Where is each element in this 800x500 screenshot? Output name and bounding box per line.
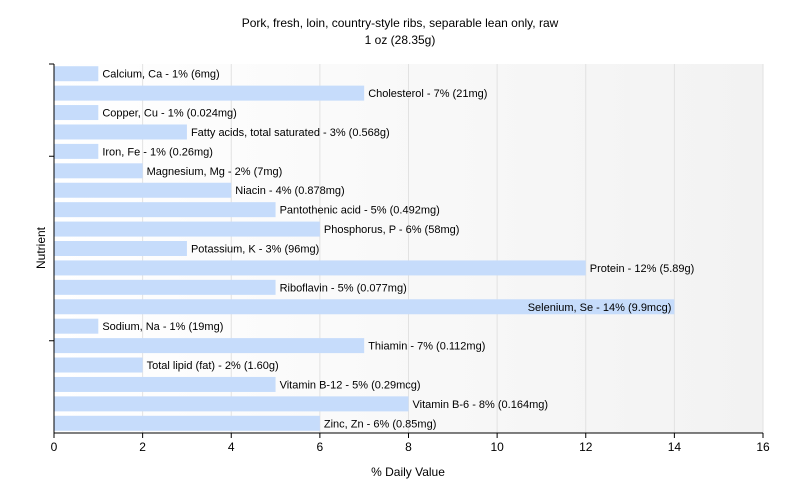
x-tick-label: 16 (756, 440, 770, 454)
x-tick-label: 2 (139, 440, 146, 454)
bar-data-label: Zinc, Zn - 6% (0.85mg) (324, 418, 436, 430)
bar (54, 221, 320, 237)
x-axis-label: % Daily Value (371, 465, 445, 479)
bar-data-label: Magnesium, Mg - 2% (7mg) (147, 166, 283, 178)
bar-data-label: Selenium, Se - 14% (9.9mcg) (528, 302, 672, 314)
bar (54, 85, 365, 101)
bar-data-label: Riboflavin - 5% (0.077mg) (280, 282, 407, 294)
x-tick-label: 14 (668, 440, 682, 454)
bar-data-label: Niacin - 4% (0.878mg) (235, 185, 344, 197)
bar (54, 105, 99, 121)
bar (54, 376, 276, 392)
bar (54, 241, 187, 256)
bar-data-label: Sodium, Na - 1% (19mg) (102, 321, 223, 333)
bar (54, 357, 143, 373)
bar (54, 163, 143, 179)
bars: Calcium, Ca - 1% (6mg) Cholesterol - 7% (… (54, 66, 694, 431)
bar-data-label: Fatty acids, total saturated - 3% (0.568… (191, 127, 390, 139)
bar-data-label: Protein - 12% (5.89g) (590, 263, 695, 275)
bar (54, 182, 232, 198)
bar (54, 338, 365, 354)
bar (54, 318, 99, 334)
bar-data-label: Copper, Cu - 1% (0.024mg) (102, 108, 237, 120)
bar (54, 143, 99, 159)
bar-data-label: Cholesterol - 7% (21mg) (368, 88, 487, 100)
bar-data-label: Calcium, Ca - 1% (6mg) (102, 69, 219, 81)
axes: 0 2 4 6 8 10 12 14 16 (49, 63, 770, 454)
bar (54, 279, 276, 295)
bar-data-label: Thiamin - 7% (0.112mg) (368, 341, 485, 353)
bar-data-label: Total lipid (fat) - 2% (1.60g) (147, 360, 279, 372)
chart-subtitle: 1 oz (28.35g) (365, 33, 436, 47)
bar (54, 299, 675, 315)
x-tick-label: 4 (228, 440, 235, 454)
chart-title: Pork, fresh, loin, country-style ribs, s… (242, 16, 559, 30)
bar (54, 202, 276, 218)
bar (54, 415, 320, 431)
bar (54, 124, 187, 140)
x-tick-label: 0 (51, 440, 58, 454)
bar-data-label: Potassium, K - 3% (96mg) (191, 244, 319, 256)
bar (54, 260, 586, 276)
bar (54, 66, 99, 82)
x-tick-label: 10 (490, 440, 504, 454)
x-tick-label: 6 (317, 440, 324, 454)
bar-data-label: Vitamin B-6 - 8% (0.164mg) (413, 399, 549, 411)
x-tick-label: 12 (579, 440, 593, 454)
bar (54, 396, 409, 412)
bar-data-label: Pantothenic acid - 5% (0.492mg) (280, 205, 440, 217)
bar-data-label: Iron, Fe - 1% (0.26mg) (102, 146, 213, 158)
x-tick-label: 8 (405, 440, 412, 454)
bar-data-label: Phosphorus, P - 6% (58mg) (324, 224, 460, 236)
y-axis-label: Nutrient (34, 226, 48, 269)
bar-data-label: Vitamin B-12 - 5% (0.29mcg) (280, 379, 421, 391)
